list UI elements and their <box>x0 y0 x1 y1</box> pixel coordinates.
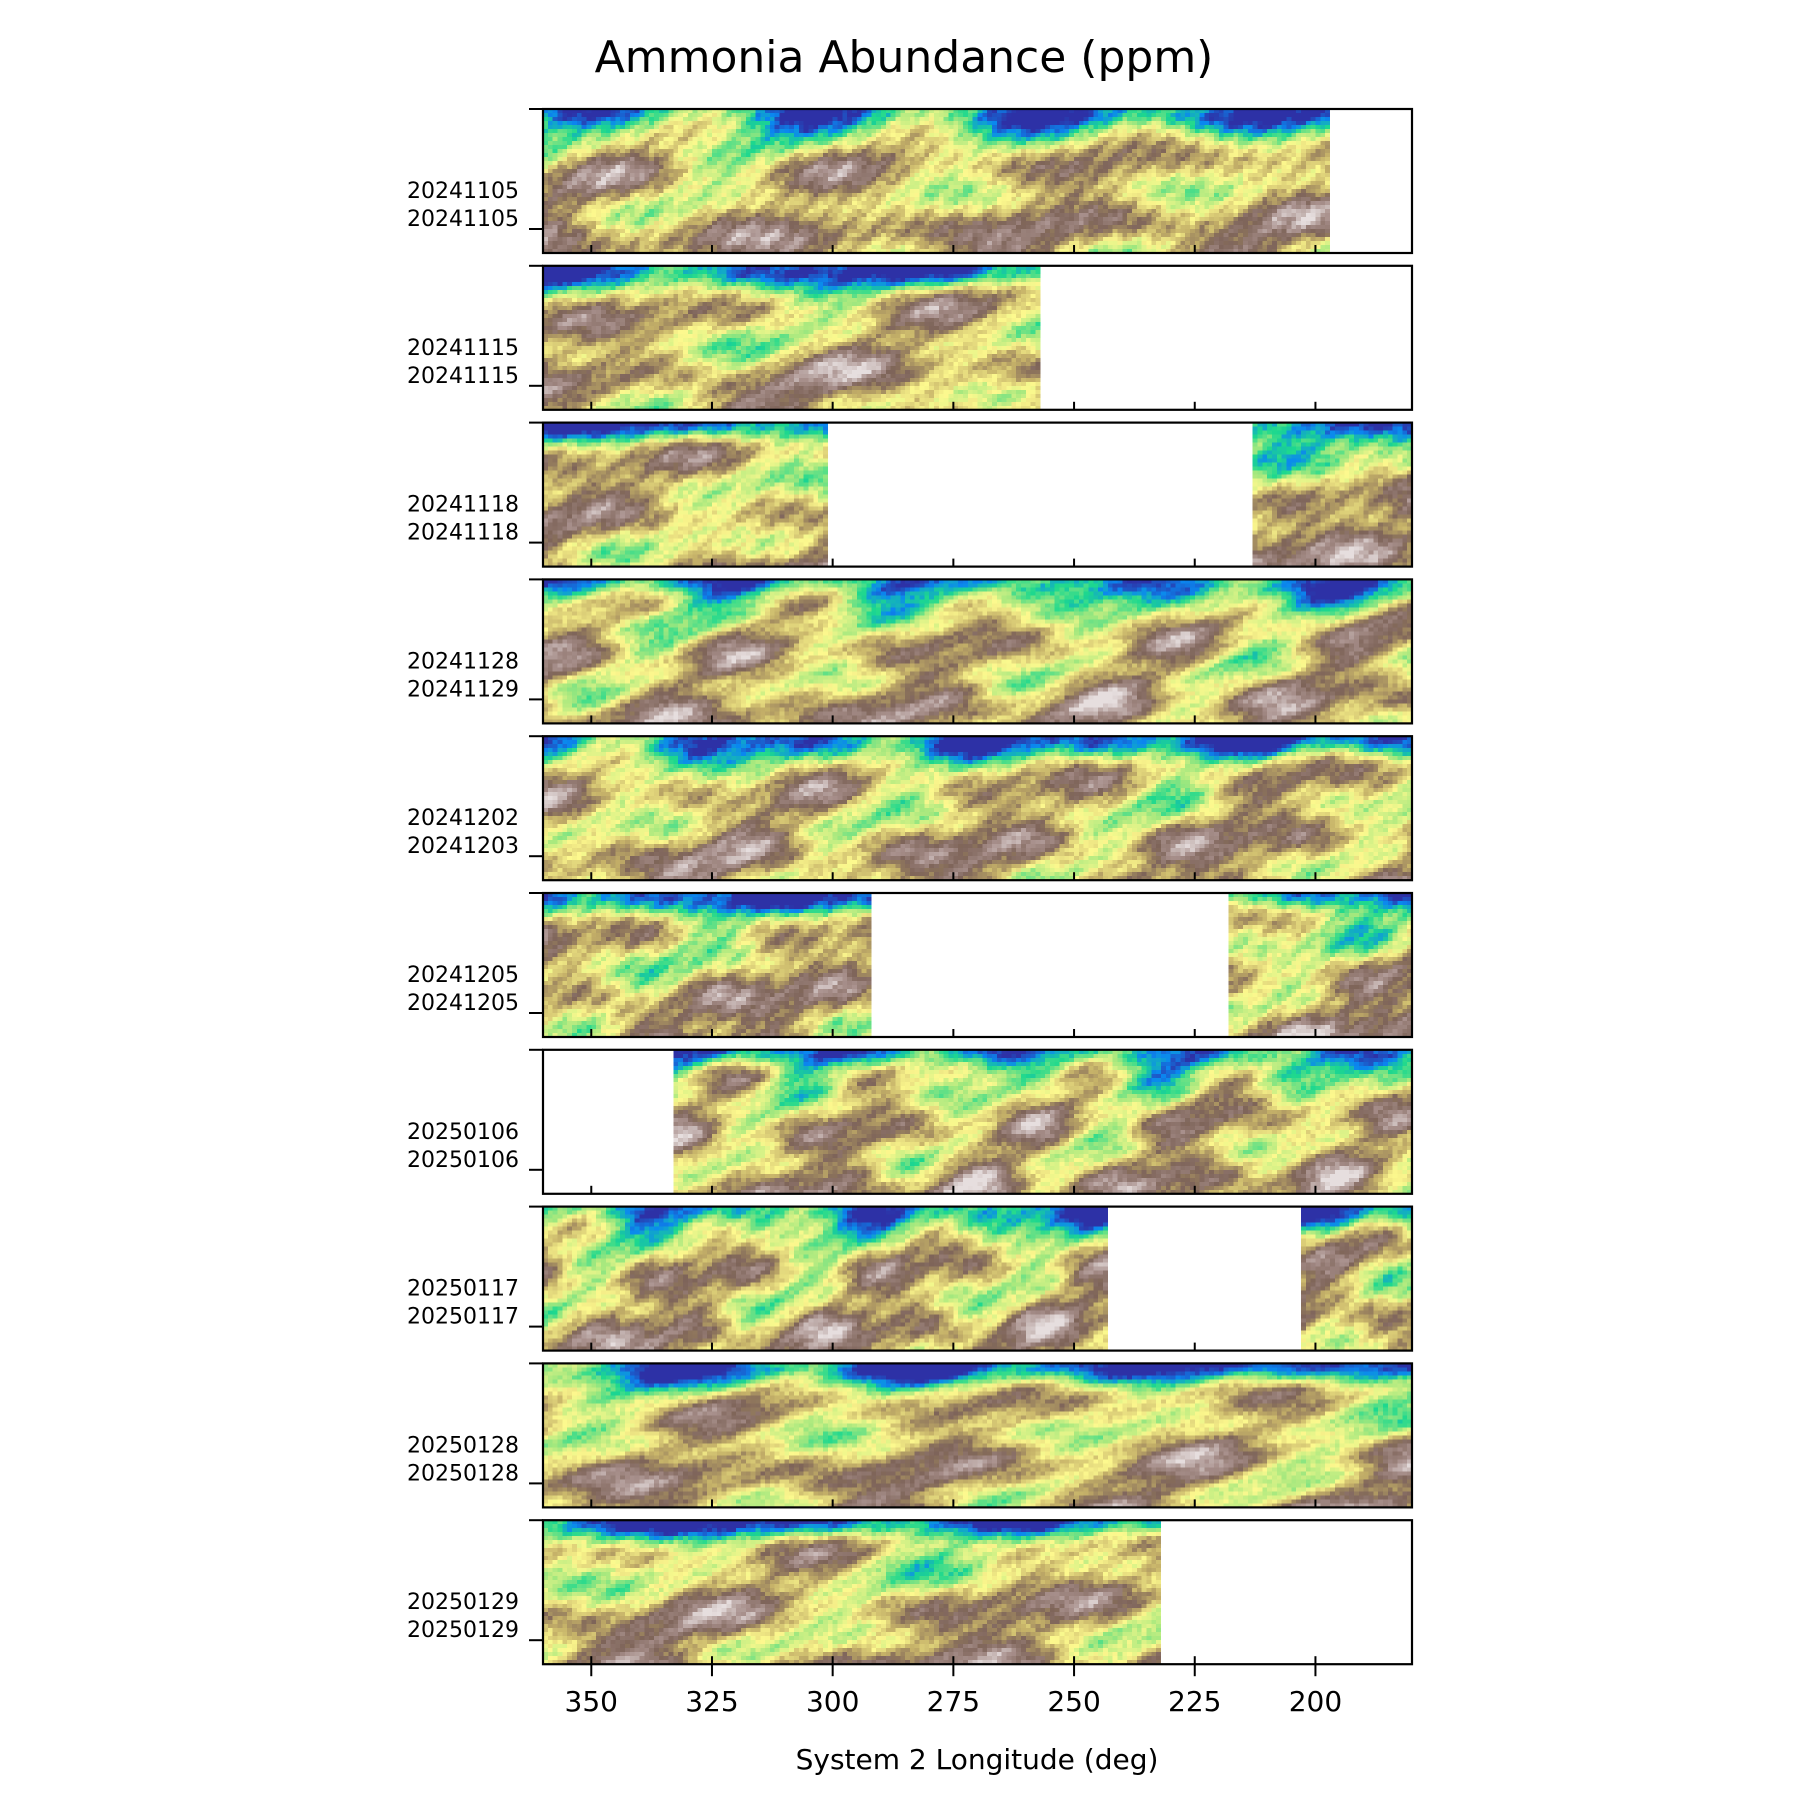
panel-date-label: 20241115 <box>407 336 519 361</box>
panel-date-label: 20250129 <box>407 1618 519 1643</box>
x-tick-label: 275 <box>927 1685 980 1718</box>
panel-7: 20250106 20250106 <box>407 1048 1414 1195</box>
panel-date-label: 20241118 <box>407 493 519 518</box>
panel-heatmap <box>543 579 1412 724</box>
panel-date-label: 20241115 <box>407 364 519 389</box>
panel-date-label: 20241205 <box>407 963 519 988</box>
panel-frame <box>541 264 1414 411</box>
x-axis: 350 325 300 275 250 225 200 <box>565 1664 1342 1718</box>
panel-date-label: 20241129 <box>407 677 519 702</box>
panel-date-label: 20241105 <box>407 207 519 232</box>
panel-frame <box>541 1362 1414 1509</box>
panel-frame <box>541 1205 1414 1352</box>
panel-date-label: 20241118 <box>407 521 519 546</box>
x-tick-label: 350 <box>565 1685 618 1718</box>
panel-heatmap <box>543 736 1412 881</box>
panel-frame <box>541 1048 1414 1195</box>
panel-date-label: 20250129 <box>407 1590 519 1615</box>
panel-date-label: 20250106 <box>407 1120 519 1145</box>
panel-heatmap <box>543 893 1412 1037</box>
panel-date-label: 20241203 <box>407 834 519 859</box>
panel-3: 20241118 20241118 <box>407 421 1414 568</box>
x-axis-label: System 2 Longitude (deg) <box>796 1743 1159 1776</box>
panel-heatmap <box>543 265 1412 410</box>
x-tick-label: 200 <box>1289 1685 1342 1718</box>
panel-date-label: 20250128 <box>407 1433 519 1458</box>
panel-frame <box>541 578 1414 725</box>
panel-heatmap <box>543 1206 1412 1351</box>
panel-10: 20250129 20250129 <box>407 1519 1414 1666</box>
panels: 20241105 20241105 20241115 20241115 20241118… <box>407 107 1414 1666</box>
panel-9: 20250128 20250128 <box>407 1362 1414 1509</box>
chart-title: Ammonia Abundance (ppm) <box>595 32 1214 83</box>
x-tick-label: 300 <box>806 1685 859 1718</box>
panel-date-label: 20241105 <box>407 179 519 204</box>
panel-date-label: 20250117 <box>407 1305 519 1330</box>
panel-5: 20241202 20241203 <box>407 735 1414 882</box>
panel-heatmap <box>543 1520 1412 1665</box>
panel-heatmap <box>543 1363 1412 1508</box>
panel-date-label: 20250106 <box>407 1148 519 1173</box>
panel-date-label: 20241202 <box>407 806 519 831</box>
panel-2: 20241115 20241115 <box>407 264 1414 411</box>
panel-frame <box>541 421 1414 568</box>
panel-heatmap <box>543 109 1412 253</box>
panel-heatmap <box>543 1049 1412 1194</box>
panel-frame <box>541 1519 1414 1666</box>
x-tick-label: 250 <box>1047 1685 1100 1718</box>
panel-date-label: 20241128 <box>407 649 519 674</box>
panel-date-label: 20241205 <box>407 991 519 1016</box>
panel-1: 20241105 20241105 <box>407 107 1414 255</box>
panel-8: 20250117 20250117 <box>407 1205 1414 1352</box>
panel-date-label: 20250117 <box>407 1277 519 1302</box>
panel-frame <box>541 107 1414 255</box>
x-tick-label: 325 <box>685 1685 738 1718</box>
panel-4: 20241128 20241129 <box>407 578 1414 725</box>
panel-6: 20241205 20241205 <box>407 891 1414 1039</box>
panel-frame <box>541 891 1414 1039</box>
panel-date-label: 20250128 <box>407 1461 519 1486</box>
panel-heatmap <box>543 422 1412 567</box>
panel-frame <box>541 735 1414 882</box>
x-tick-label: 225 <box>1168 1685 1221 1718</box>
